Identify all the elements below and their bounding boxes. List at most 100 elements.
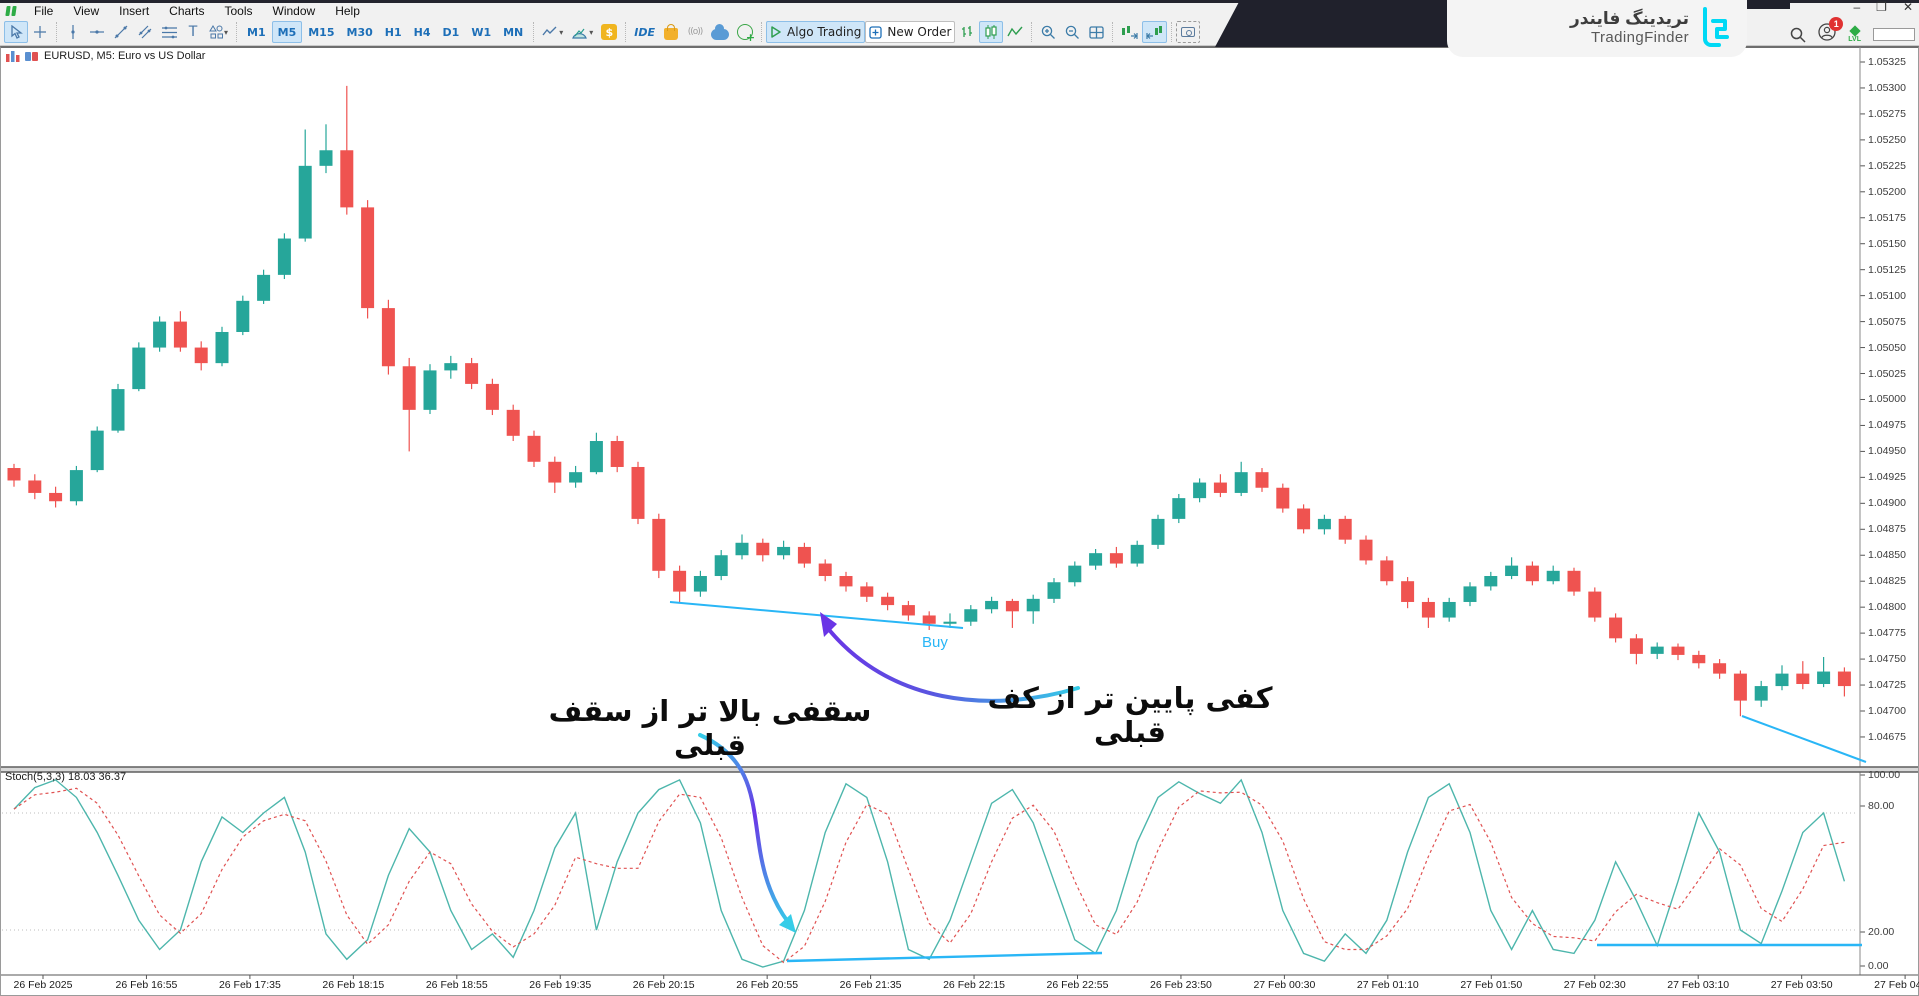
timeframe-m1[interactable]: M1 (241, 21, 272, 43)
indicator-gauge-icon (572, 28, 588, 39)
shift-left-icon (1146, 26, 1163, 39)
algo-trading-label: Algo Trading (787, 25, 862, 39)
price-axis-label: 1.05075 (1868, 315, 1906, 328)
ide-button[interactable]: IDE (630, 21, 659, 43)
screenshot-button[interactable] (1176, 21, 1201, 43)
price-axis-label: 1.05150 (1868, 237, 1906, 250)
camera-icon (1181, 27, 1196, 37)
cursor-tool-button[interactable] (4, 21, 28, 43)
bar-chart-mode-button[interactable] (955, 21, 979, 43)
timeframe-h1[interactable]: H1 (379, 21, 408, 43)
currency-button[interactable]: $ (597, 21, 621, 43)
cloud-button[interactable] (707, 21, 733, 43)
price-axis-label: 1.05325 (1868, 56, 1906, 68)
cloud-icon (711, 24, 730, 40)
new-order-button[interactable]: New Order (865, 21, 956, 43)
radar-plus-icon (737, 24, 755, 44)
price-axis-label: 1.05050 (1868, 341, 1906, 354)
copy-trading-button[interactable] (733, 21, 757, 44)
signals-button[interactable]: ((o)) (683, 21, 707, 43)
timeframe-m15[interactable]: M15 (302, 21, 340, 43)
menu-item-tools[interactable]: Tools (224, 4, 253, 18)
tile-windows-button[interactable] (1084, 21, 1108, 43)
chevron-down-icon: ▾ (589, 27, 594, 37)
price-axis-label: 1.05125 (1868, 263, 1906, 276)
time-axis-label: 27 Feb 00:30 (1253, 979, 1316, 991)
trendline-tool-button[interactable] (109, 21, 133, 43)
text-tool-button[interactable]: T (181, 21, 205, 43)
user-icon (1818, 23, 1836, 41)
time-axis-label: 26 Feb 23:50 (1149, 979, 1212, 991)
time-axis-label: 26 Feb 19:35 (529, 979, 592, 991)
line-chart-mode-button[interactable] (1003, 21, 1027, 43)
toolbar-separator (761, 22, 763, 42)
price-axis-label: 1.04825 (1868, 575, 1906, 588)
price-axis-label: 1.04925 (1868, 471, 1906, 484)
price-axis-label: 1.05025 (1868, 367, 1906, 380)
shapes-tool-button[interactable]: ▾ (205, 21, 232, 43)
timeframe-h4[interactable]: H4 (408, 21, 437, 43)
market-button[interactable] (659, 21, 683, 43)
menu-item-help[interactable]: Help (335, 4, 360, 18)
zoom-out-button[interactable] (1060, 21, 1084, 43)
timeframe-mn[interactable]: MN (497, 21, 529, 43)
chart-window[interactable] (0, 46, 1919, 996)
zoom-in-button[interactable] (1036, 21, 1060, 43)
minimize-button[interactable]: – (1853, 0, 1861, 14)
search-icon[interactable] (1790, 27, 1806, 43)
timeframe-group: M1 M5 M15 M30 H1 H4 D1 W1 MN (241, 21, 529, 43)
chart-shift-button[interactable] (1142, 21, 1168, 43)
candlestick-mode-button[interactable] (979, 21, 1004, 43)
time-axis-label: 26 Feb 20:15 (632, 979, 695, 991)
restore-button[interactable]: ❐ (1876, 0, 1887, 14)
indicators-button[interactable]: ▾ (567, 21, 597, 43)
algo-trading-button[interactable]: Algo Trading (766, 21, 866, 43)
price-axis-label: 1.04725 (1868, 679, 1906, 692)
crosshair-tool-button[interactable] (28, 21, 52, 43)
line-mode-icon (1007, 26, 1024, 37)
fibonacci-tool-button[interactable] (157, 21, 181, 43)
toolbar-separator (533, 22, 535, 42)
channel-tool-button[interactable] (133, 21, 157, 43)
price-axis-label: 1.04700 (1868, 705, 1906, 717)
user-account-button[interactable]: 1 (1818, 17, 1844, 46)
watermark-texts: تریدینگ فایندر TradingFinder (1570, 8, 1689, 48)
price-axis-label: 1.04950 (1868, 445, 1906, 458)
menu-item-view[interactable]: View (73, 4, 100, 18)
candlestick-icon (985, 25, 998, 39)
level-indicator[interactable]: LVL (1848, 24, 1861, 43)
broadcast-icon: ((o)) (687, 27, 704, 37)
dollar-icon: $ (601, 24, 618, 40)
timeframe-d1[interactable]: D1 (437, 21, 466, 43)
symbol-title-row: EURUSD, M5: Euro vs US Dollar (6, 50, 205, 62)
annotation-higher-high: سقفی بالا تر از سقف قبلی (548, 694, 872, 762)
time-axis-label: 26 Feb 21:35 (839, 979, 902, 991)
timeframe-m5[interactable]: M5 (271, 21, 303, 43)
close-button[interactable]: ✕ (1902, 0, 1913, 14)
menu-item-window[interactable]: Window (272, 4, 316, 18)
annotation-lower-low: کفی پایین تر از کف قبلی (987, 681, 1273, 749)
toolbar-separator (1031, 22, 1033, 42)
price-axis-label: 1.04800 (1868, 601, 1906, 614)
chart-line-type-button[interactable]: ▾ (538, 21, 567, 43)
price-axis-label: 1.04775 (1868, 627, 1906, 640)
stoch-axis-label: 80.00 (1868, 800, 1895, 812)
toolbar-separator (625, 22, 627, 42)
brand-name-farsi: تریدینگ فایندر (1569, 8, 1689, 28)
auto-scroll-button[interactable] (1117, 21, 1142, 43)
menu-item-charts[interactable]: Charts (169, 4, 205, 18)
menu-item-insert[interactable]: Insert (119, 4, 150, 18)
timeframe-w1[interactable]: W1 (465, 21, 497, 43)
price-axis-label: 1.04900 (1868, 497, 1906, 510)
level-diamond-icon (1848, 24, 1861, 37)
timeframe-m30[interactable]: M30 (341, 21, 379, 43)
price-axis-label: 1.05250 (1868, 133, 1906, 146)
vertical-line-tool-button[interactable] (61, 21, 85, 43)
menu-item-file[interactable]: File (34, 4, 54, 18)
price-axis-label: 1.05000 (1868, 393, 1906, 406)
menu: File View Insert Charts Tools Window Help (24, 4, 370, 18)
time-axis-label: 27 Feb 04:30 (1874, 979, 1919, 991)
notification-badge: 1 (1829, 17, 1844, 31)
horizontal-line-tool-button[interactable] (85, 21, 109, 43)
price-axis-label: 1.05225 (1868, 159, 1906, 172)
